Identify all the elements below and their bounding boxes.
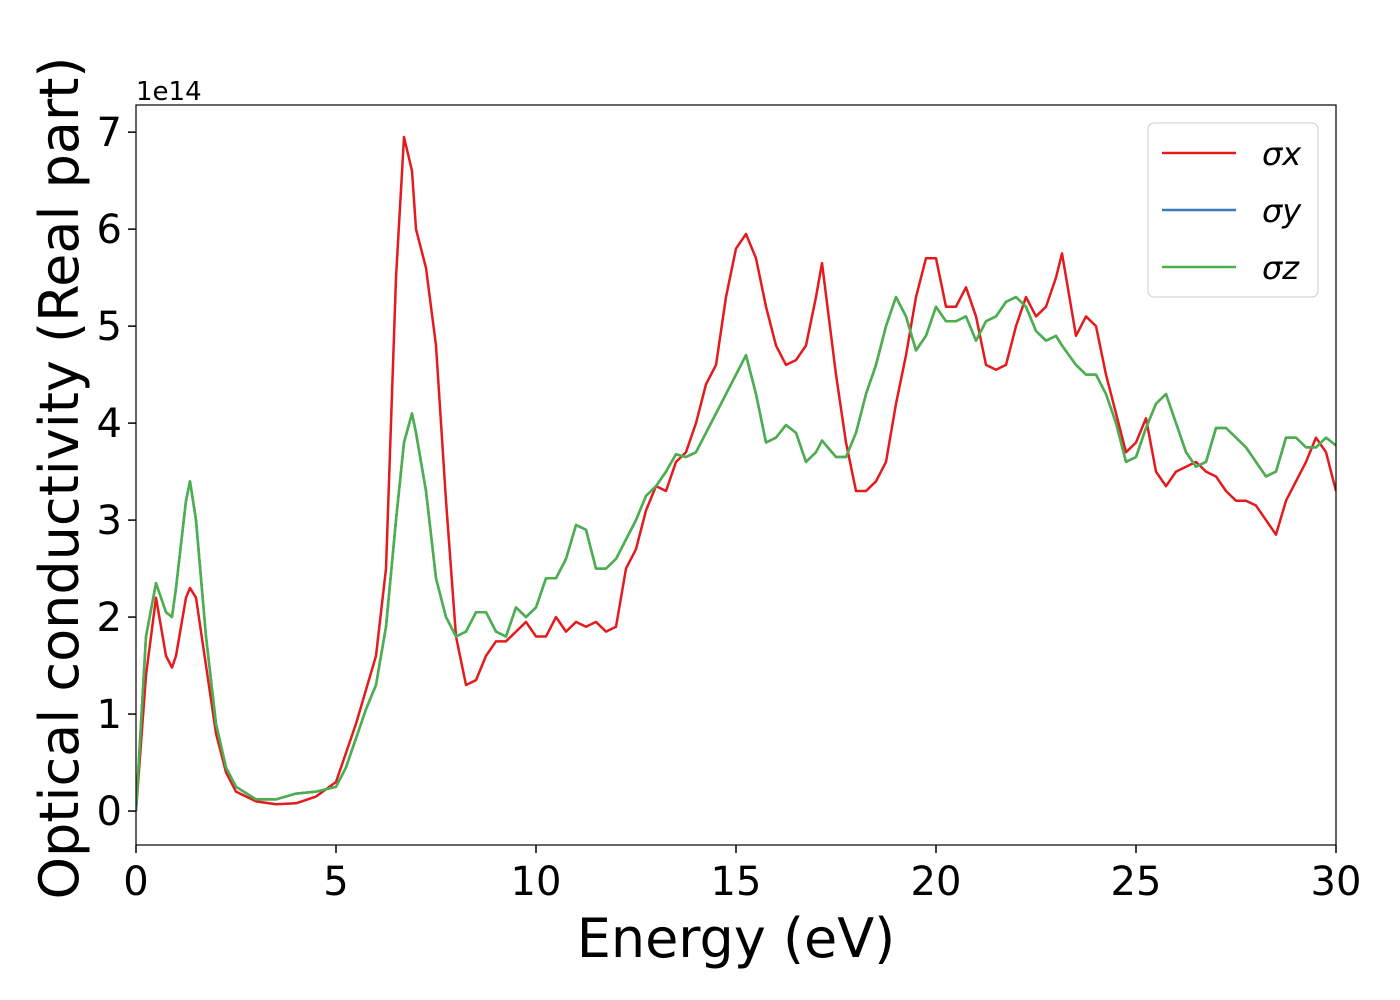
y-tick-label: 0 <box>97 789 122 835</box>
y-axis-label: Optical conductivity (Real part) <box>28 57 91 900</box>
x-tick-label: 15 <box>711 859 762 905</box>
x-tick-label: 0 <box>123 859 148 905</box>
y-tick-label: 6 <box>97 207 122 253</box>
series-line <box>136 295 1336 812</box>
legend-label: σy <box>1262 192 1302 230</box>
legend-label: σz <box>1262 249 1300 287</box>
y-tick-label: 5 <box>97 304 122 350</box>
plot-frame <box>135 104 1337 846</box>
x-tick-label: 25 <box>1111 859 1162 905</box>
x-tick-label: 20 <box>911 859 962 905</box>
y-tick-label: 1 <box>97 692 122 738</box>
y-tick-label: 2 <box>97 595 122 641</box>
y-tick-label: 4 <box>97 401 122 447</box>
y-offset-label: 1e14 <box>136 77 202 107</box>
x-axis-label: Energy (eV) <box>577 907 896 970</box>
y-tick-label: 3 <box>97 498 122 544</box>
x-tick-label: 30 <box>1311 859 1362 905</box>
x-tick-label: 5 <box>323 859 348 905</box>
x-tick-label: 10 <box>511 859 562 905</box>
series-line <box>136 135 1336 812</box>
y-tick-label: 7 <box>97 110 122 156</box>
legend-label: σx <box>1262 135 1302 173</box>
